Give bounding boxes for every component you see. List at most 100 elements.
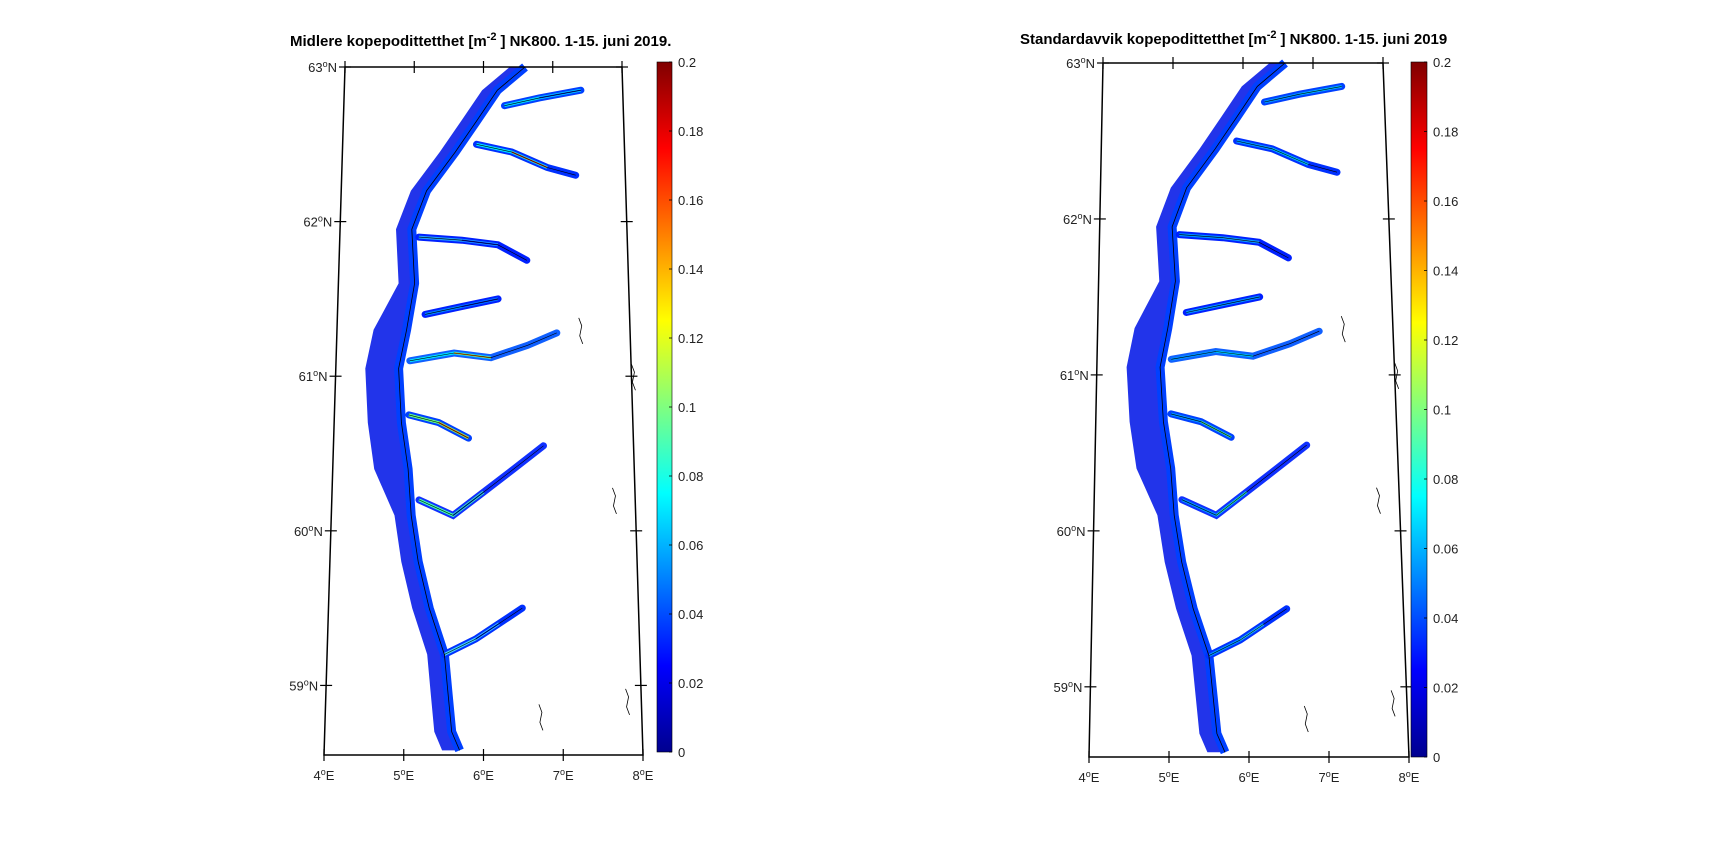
colorbar-tick-label: 0.16 <box>1433 194 1458 209</box>
tick-unit: N <box>318 369 327 384</box>
title-superscript: -2 <box>487 31 497 43</box>
tick-unit: N <box>1082 212 1091 227</box>
lon-tick-label: 8oE <box>1399 769 1420 785</box>
tick-value: 60 <box>1057 524 1071 539</box>
colorbar-tick-label: 0.1 <box>678 400 696 415</box>
degree-symbol: o <box>1068 679 1073 689</box>
coastline <box>476 144 576 176</box>
title-text: ] NK800. 1-15. juni 2019 <box>1280 31 1447 48</box>
fjord-field <box>1178 441 1311 520</box>
tick-value: 5 <box>393 768 400 783</box>
lon-tick-label: 4oE <box>1079 769 1100 785</box>
tick-unit: N <box>313 524 322 539</box>
colorbar-tick-label: 0.2 <box>678 55 696 70</box>
lake-outline <box>538 704 544 731</box>
tick-value: 6 <box>1239 770 1246 785</box>
lake-outline <box>578 317 584 344</box>
degree-symbol: o <box>1326 769 1331 779</box>
tick-value: 62 <box>1063 212 1077 227</box>
coastline <box>1179 234 1289 259</box>
degree-symbol: o <box>1081 55 1086 65</box>
degree-symbol: o <box>1071 523 1076 533</box>
lat-tick-label: 63oN <box>1066 55 1095 71</box>
tick-unit: E <box>1091 770 1100 785</box>
lon-tick-label: 6oE <box>1239 769 1260 785</box>
tick-unit: N <box>1073 680 1082 695</box>
lat-tick-label: 59oN <box>289 677 318 693</box>
tick-unit: N <box>323 215 332 230</box>
title-text: ] NK800. 1-15. juni 2019. <box>500 33 671 50</box>
tick-unit: N <box>1086 56 1095 71</box>
coastline <box>418 445 544 516</box>
lon-tick-label: 7oE <box>1319 769 1340 785</box>
colorbar-tick-label: 0.16 <box>678 193 703 208</box>
tick-unit: E <box>1251 770 1260 785</box>
lake-outline <box>631 364 636 391</box>
map-panel-2: Standardavvik kopepodittetthet [m-2] NK8… <box>1020 29 1458 785</box>
tick-value: 6 <box>473 768 480 783</box>
degree-symbol: o <box>640 767 645 777</box>
lat-tick-label: 61oN <box>1060 367 1089 383</box>
coastline <box>1208 608 1287 656</box>
tick-value: 4 <box>314 768 321 783</box>
fjord-field <box>476 142 548 169</box>
lon-tick-label: 4oE <box>314 767 335 783</box>
lon-tick-label: 8oE <box>633 767 654 783</box>
lat-tick-label: 62oN <box>1063 211 1092 227</box>
lake-outline <box>625 688 630 716</box>
degree-symbol: o <box>480 767 485 777</box>
colorbar-tick-label: 0.18 <box>1433 125 1458 140</box>
tick-unit: E <box>1411 770 1420 785</box>
degree-symbol: o <box>308 523 313 533</box>
tick-unit: E <box>645 768 654 783</box>
degree-symbol: o <box>304 677 309 687</box>
lake-outline <box>1340 315 1346 343</box>
tick-unit: N <box>1076 524 1085 539</box>
coastline <box>1236 140 1338 173</box>
lat-tick-label: 60oN <box>294 523 323 539</box>
colorbar-tick-label: 0.1 <box>1433 403 1451 418</box>
colorbar-tick-label: 0 <box>1433 750 1440 765</box>
coastline <box>1181 444 1307 516</box>
tick-value: 61 <box>299 369 313 384</box>
colorbar-tick-label: 0.12 <box>1433 333 1458 348</box>
colorbar-tick-label: 0.02 <box>1433 681 1458 696</box>
degree-symbol: o <box>1406 769 1411 779</box>
tick-value: 60 <box>294 524 308 539</box>
degree-symbol: o <box>401 767 406 777</box>
colorbar-tick-label: 0.12 <box>678 331 703 346</box>
lat-tick-label: 61oN <box>299 368 328 384</box>
degree-symbol: o <box>1086 769 1091 779</box>
lake-outline <box>1303 705 1309 733</box>
tick-value: 63 <box>308 60 322 75</box>
coastline <box>504 89 581 106</box>
tick-unit: N <box>1079 368 1088 383</box>
colorbar-tick-label: 0 <box>678 745 685 760</box>
tick-unit: E <box>1171 770 1180 785</box>
lon-tick-label: 6oE <box>473 767 494 783</box>
tick-unit: N <box>328 60 337 75</box>
chart-title: Standardavvik kopepodittetthet [m-2] NK8… <box>1020 29 1447 48</box>
degree-symbol: o <box>313 368 318 378</box>
chart-title: Midlere kopepodittetthet [m-2] NK800. 1-… <box>290 31 671 50</box>
coastline <box>1264 86 1342 103</box>
coastline <box>1159 62 1286 753</box>
colorbar-tick-label: 0.2 <box>1433 55 1451 70</box>
lat-tick-label: 62oN <box>303 214 332 230</box>
tick-unit: N <box>309 678 318 693</box>
degree-symbol: o <box>1074 367 1079 377</box>
tick-value: 8 <box>1399 770 1406 785</box>
tick-value: 5 <box>1159 770 1166 785</box>
colorbar-tick-label: 0.02 <box>678 676 703 691</box>
coastal-water-field <box>365 67 525 751</box>
degree-symbol: o <box>1077 211 1082 221</box>
tick-value: 8 <box>633 768 640 783</box>
coastline <box>398 66 526 751</box>
degree-symbol: o <box>323 59 328 69</box>
tick-value: 7 <box>553 768 560 783</box>
colorbar-tick-label: 0.08 <box>1433 472 1458 487</box>
title-text: Midlere kopepodittetthet [m <box>290 33 487 50</box>
coastal-water-field <box>1126 63 1285 753</box>
title-text: Standardavvik kopepodittetthet [m <box>1020 31 1267 48</box>
colorbar-tick-label: 0.06 <box>1433 542 1458 557</box>
